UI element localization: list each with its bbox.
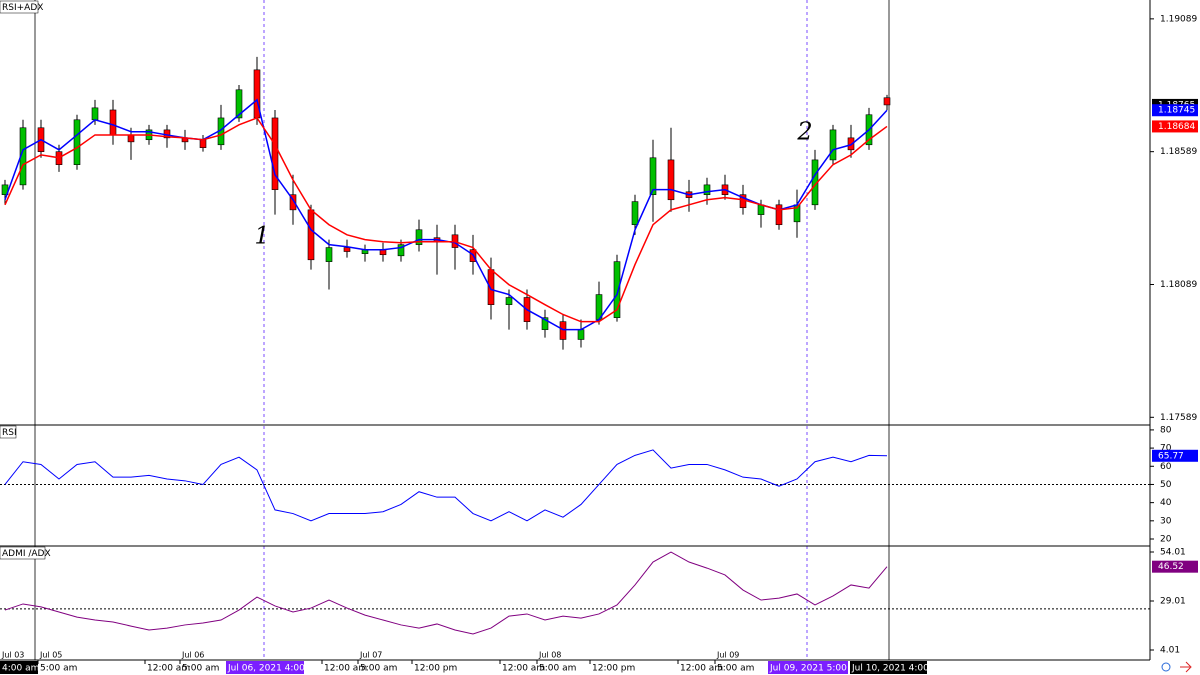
time-label: Jul 10, 2021 4:00 am	[851, 664, 946, 674]
candle-body	[379, 249, 387, 256]
time-label-bg	[850, 661, 927, 674]
y-tick-label: 20	[1160, 535, 1172, 545]
time-label: 5:00 am	[717, 664, 754, 674]
price-label: 1.18684	[1158, 122, 1195, 132]
time-label: 5:00 am	[40, 664, 77, 674]
candle-body	[631, 201, 639, 226]
indicator-line	[4, 117, 888, 323]
candle-body	[343, 247, 351, 252]
candle-body	[487, 269, 495, 305]
y-tick-label: 1.18089	[1160, 280, 1197, 290]
indicator-line	[4, 551, 888, 635]
candle-body	[505, 297, 513, 305]
icon[interactable]	[1180, 661, 1192, 673]
candle-body	[883, 97, 891, 106]
candle-body	[271, 117, 279, 190]
candle-body	[559, 321, 567, 340]
price-label-bg	[1152, 104, 1198, 117]
y-tick-label: 29.01	[1160, 597, 1186, 607]
candle-body	[775, 204, 783, 226]
candle-body	[199, 139, 207, 148]
time-label: 5:00 am	[182, 664, 219, 674]
candle-body	[667, 159, 675, 201]
panel-title: RSI	[2, 428, 17, 438]
candle-body	[127, 134, 135, 143]
date-label: Jul 03	[1, 651, 24, 660]
candle-body	[757, 204, 765, 215]
candle-body	[613, 261, 621, 318]
toolbar-icons[interactable]	[1161, 661, 1192, 673]
panel-title-bg	[0, 425, 17, 439]
time-label: 5:00 am	[539, 664, 576, 674]
value-label: 46.52	[1158, 562, 1184, 572]
value-label-bg	[1152, 449, 1198, 462]
time-label: 12:00 am	[147, 664, 190, 674]
y-tick-label: 4.01	[1160, 646, 1180, 656]
time-label: 12:00 am	[502, 664, 545, 674]
candle-body	[73, 119, 81, 165]
candle-body	[397, 244, 405, 257]
annotation: 1	[254, 222, 269, 250]
candle-body	[541, 317, 549, 330]
value-label: 65.77	[1158, 451, 1184, 461]
date-label: Jul 09	[716, 651, 739, 660]
y-tick-label: 54.01	[1160, 547, 1186, 557]
candle-body	[415, 229, 423, 245]
date-label: Jul 07	[359, 651, 382, 660]
candle-body	[577, 329, 585, 340]
y-tick-label: 30	[1160, 516, 1172, 526]
candle-body	[703, 184, 711, 196]
candle-body	[325, 247, 333, 262]
time-label: 12:00 pm	[592, 664, 635, 674]
date-label: Jul 06	[181, 651, 204, 660]
time-label: Jul 09, 2021 5:00 pm	[769, 664, 864, 674]
candle-body	[91, 107, 99, 121]
candle-body	[829, 129, 837, 161]
annotation: 2	[796, 118, 812, 146]
time-label: 4:00 am	[2, 664, 39, 674]
panel-title: RSI+ADX	[2, 3, 43, 13]
y-tick-label: 1.18589	[1160, 147, 1197, 157]
value-label-bg	[1152, 560, 1198, 573]
candle-body	[235, 89, 243, 119]
panel-title: ADMI /ADX	[2, 549, 51, 559]
y-tick-label: 50	[1160, 480, 1172, 490]
panel-title-bg	[0, 546, 46, 560]
date-label: Jul 08	[538, 651, 561, 660]
y-tick-label: 80	[1160, 425, 1172, 435]
time-label: 12:00 am	[680, 664, 723, 674]
price-label-bg	[1152, 120, 1198, 133]
time-label: 12:00 pm	[414, 664, 457, 674]
date-label: Jul 05	[39, 651, 62, 660]
y-tick-label: 1.17589	[1160, 413, 1197, 423]
candle-body	[307, 209, 315, 261]
y-tick-label: 60	[1160, 462, 1172, 472]
candle-body	[109, 109, 117, 136]
panel-title-bg	[0, 0, 39, 14]
y-tick-label: 1.19089	[1160, 14, 1197, 24]
y-tick-label: 40	[1160, 498, 1172, 508]
time-label-bg	[768, 661, 848, 674]
time-label-bg	[0, 661, 38, 674]
time-label: Jul 06, 2021 4:00 pm	[227, 664, 322, 674]
time-label-bg	[226, 661, 304, 674]
candle-body	[289, 194, 297, 211]
icon[interactable]	[1161, 662, 1171, 672]
time-label: 5:00 am	[360, 664, 397, 674]
indicator-line	[4, 449, 888, 522]
time-label: 12:00 am	[324, 664, 367, 674]
y-tick-label: 70	[1160, 444, 1172, 454]
candle-body	[649, 157, 657, 196]
price-label: 1.18745	[1158, 106, 1195, 116]
